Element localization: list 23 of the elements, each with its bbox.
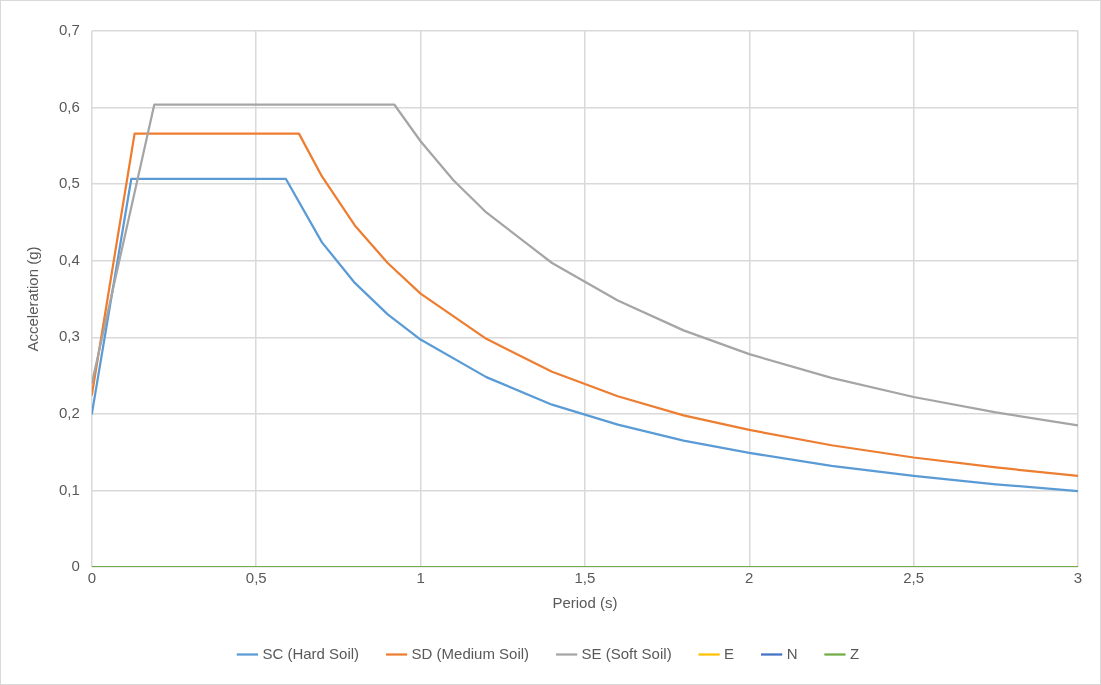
y-tick-label: 0,3 — [58, 327, 80, 345]
legend-label: SC (Hard Soil) — [262, 644, 360, 662]
legend-label: N — [786, 644, 798, 662]
y-tick-label: 0,1 — [58, 480, 80, 498]
y-tick-label: 0 — [71, 557, 80, 575]
legend-label: E — [724, 644, 735, 662]
x-tick-label: 2,5 — [903, 569, 925, 587]
legend-label: Z — [849, 644, 860, 662]
y-tick-label: 0,6 — [58, 97, 80, 115]
x-tick-label: 3 — [1073, 569, 1083, 587]
y-tick-label: 0,4 — [58, 250, 80, 268]
x-tick-label: 0 — [87, 569, 97, 587]
x-axis-title: Period (s) — [552, 594, 618, 612]
x-tick-label: 2 — [745, 569, 754, 587]
y-tick-label: 0,7 — [58, 21, 80, 39]
x-tick-label: 1,5 — [574, 569, 596, 587]
y-tick-label: 0,5 — [58, 174, 80, 192]
x-tick-label: 0,5 — [245, 569, 267, 587]
legend-label: SD (Medium Soil) — [411, 644, 530, 662]
x-tick-label: 1 — [416, 569, 425, 587]
legend-label: SE (Soft Soil) — [581, 644, 672, 662]
y-axis-title: Acceleration (g) — [24, 246, 42, 352]
y-tick-label: 0,2 — [58, 404, 80, 421]
